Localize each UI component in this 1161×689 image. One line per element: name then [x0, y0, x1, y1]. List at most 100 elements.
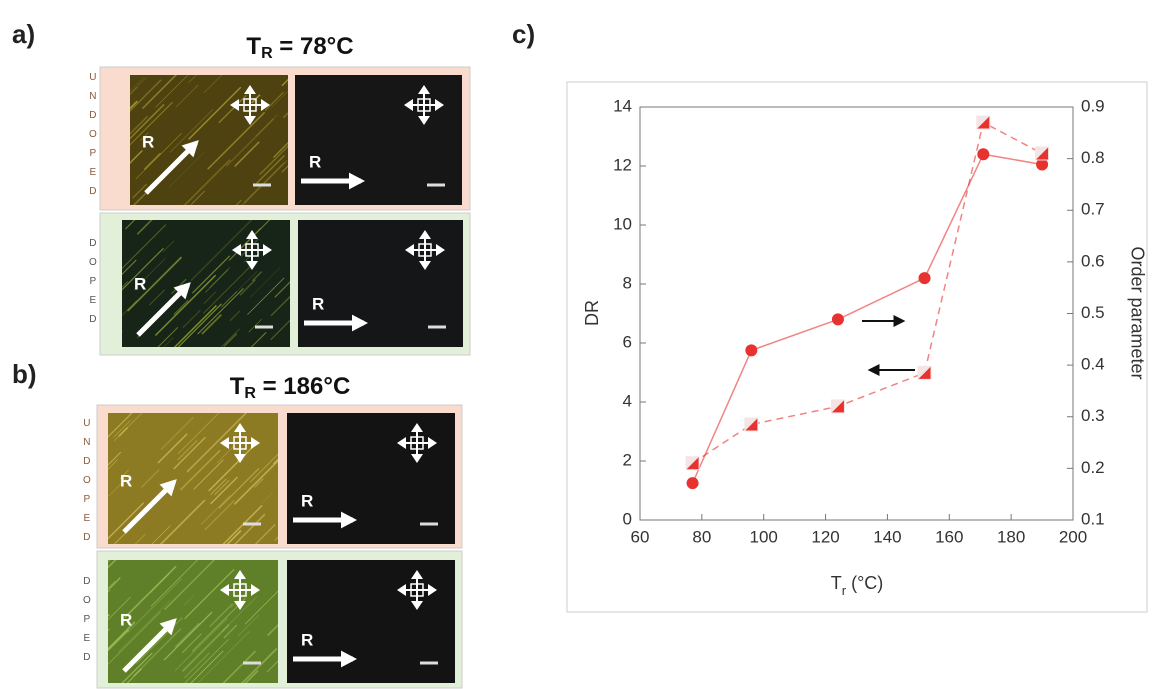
streak: [204, 499, 235, 531]
streak: [108, 560, 111, 563]
data-point: [686, 477, 699, 490]
arrow-head: [352, 314, 368, 332]
streak: [220, 270, 258, 309]
arrow-label: R: [301, 630, 313, 649]
streak: [143, 152, 162, 170]
polarizer-head: [411, 570, 423, 579]
polarizer-head: [419, 230, 431, 239]
streak: [29, 474, 51, 496]
x-label-suffix: (°C): [846, 573, 883, 593]
title-value: = 186°C: [256, 373, 350, 400]
streak: [222, 650, 257, 683]
streak: [108, 502, 145, 540]
streak: [157, 326, 179, 347]
streak: [108, 629, 130, 652]
streak: [160, 416, 194, 450]
streak: [122, 247, 164, 291]
streak: [16, 99, 52, 135]
streak: [234, 141, 260, 167]
arrow-head: [341, 650, 357, 668]
streak: [124, 565, 177, 619]
streak: [203, 291, 216, 304]
streak: [126, 668, 143, 683]
series-line: [691, 153, 1043, 484]
streak: [121, 652, 153, 683]
streak: [48, 90, 65, 107]
streak: [1, 110, 27, 136]
streak: [0, 516, 53, 580]
streak: [126, 256, 183, 312]
streak: [192, 255, 231, 294]
streak: [261, 492, 273, 504]
streak: [229, 310, 241, 322]
streak: [23, 508, 38, 523]
title-symbol: T: [230, 373, 245, 400]
streak: [140, 469, 160, 488]
streak: [155, 75, 189, 108]
streak: [30, 238, 56, 264]
streak: [205, 269, 229, 293]
streak: [36, 237, 51, 252]
polarizer-head: [234, 601, 246, 610]
streak: [6, 626, 30, 650]
streak: [4, 234, 63, 293]
streak: [208, 442, 257, 492]
streak: [122, 259, 137, 275]
streak: [243, 162, 285, 204]
streak: [197, 630, 250, 683]
data-point: [977, 148, 990, 161]
streak: [210, 478, 227, 495]
streak: [119, 469, 129, 480]
polarizer-center: [233, 583, 247, 597]
streak: [130, 79, 162, 112]
micrograph: [287, 560, 455, 683]
streak: [40, 659, 80, 689]
streak: [27, 90, 36, 99]
arrow-label: R: [312, 294, 324, 313]
polarizer-head: [397, 584, 406, 596]
y2-tick-label: 0.2: [1081, 458, 1105, 477]
y-tick-label: 12: [613, 155, 632, 174]
streak: [177, 439, 198, 461]
arrow-head: [159, 618, 177, 636]
streak: [173, 436, 206, 470]
y-tick-label: 10: [613, 214, 632, 233]
polarizer-head: [411, 423, 423, 432]
streak: [6, 209, 69, 272]
data-point: [977, 116, 990, 129]
sample-label: UNDOPED: [81, 418, 92, 551]
polarizer-head: [411, 454, 423, 463]
y-tick-label: 6: [623, 332, 632, 351]
y2-tick-label: 0.4: [1081, 355, 1105, 374]
streak: [247, 277, 285, 315]
streak: [240, 238, 260, 257]
polarizer-head: [405, 244, 414, 256]
streak: [9, 421, 44, 456]
polarizer-head: [234, 423, 246, 432]
streak: [256, 154, 286, 184]
streak: [150, 560, 199, 607]
chart-frame: [566, 81, 1148, 613]
polarizer-head: [234, 570, 246, 579]
streak: [201, 313, 223, 335]
streak: [113, 420, 131, 438]
streak: [122, 224, 167, 270]
streak: [281, 78, 288, 87]
streak: [223, 624, 238, 639]
streak: [226, 529, 242, 544]
x-label-symbol: T: [831, 573, 842, 593]
polarizer-center: [410, 583, 424, 597]
x-tick-label: 180: [997, 527, 1025, 546]
streak: [244, 590, 278, 625]
polarizer-head: [411, 601, 423, 610]
polarizer-head: [244, 85, 256, 94]
streak: [250, 267, 281, 298]
arrow-head: [181, 140, 199, 158]
streak: [130, 149, 143, 164]
streak: [48, 632, 73, 657]
streak: [21, 507, 40, 526]
y2-tick-label: 0.8: [1081, 148, 1105, 167]
sample-label: UNDOPED: [87, 72, 98, 205]
streak: [182, 309, 201, 329]
streak: [207, 111, 266, 170]
